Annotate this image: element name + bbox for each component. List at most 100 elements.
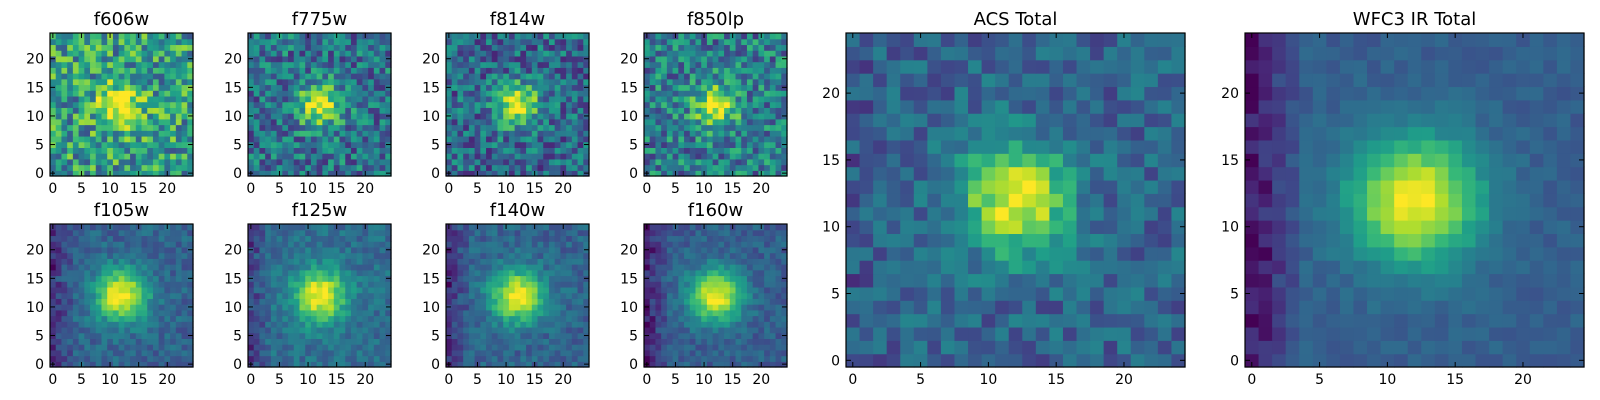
pixel-cell (769, 130, 777, 137)
pixel-cell (350, 90, 358, 97)
pixel-cell (95, 84, 103, 91)
pixel-cell (566, 349, 573, 357)
pixel-cell (741, 326, 748, 334)
pixel-cell (50, 90, 57, 97)
pixel-cell (299, 78, 306, 86)
pixel-cell (259, 135, 266, 143)
pixel-cell (316, 73, 323, 80)
pixel-cell (701, 113, 708, 120)
pixel-cell (61, 304, 68, 311)
pixel-cell (554, 315, 561, 322)
pixel-cell (118, 246, 125, 254)
pixel-cell (84, 170, 91, 177)
pixel-cell (480, 141, 487, 148)
pixel-cell (84, 158, 91, 166)
pixel-cell (543, 298, 550, 305)
pixel-cell (491, 153, 499, 160)
axes-frame (247, 32, 392, 177)
pixel-cell (508, 361, 516, 368)
pixel-cell (356, 241, 363, 248)
pixel-cell (61, 90, 68, 97)
pixel-cell (661, 95, 668, 103)
pixel-cell (107, 326, 114, 334)
pixel-cell (187, 135, 194, 143)
pixel-cell (265, 298, 272, 305)
pixel-cell (55, 361, 63, 368)
pixel-cell (124, 61, 131, 68)
pixel-cell (729, 90, 737, 97)
pixel-cell (305, 158, 312, 166)
pixel-cell (107, 235, 114, 242)
pixel-cell (746, 84, 754, 91)
pixel-cell (666, 55, 674, 63)
pixel-cell (328, 264, 335, 271)
pixel-cell (333, 124, 341, 131)
pixel-cell (543, 78, 550, 86)
pixel-cell (61, 118, 68, 126)
pixel-cell (695, 170, 702, 177)
pixel-cell (328, 118, 335, 126)
pixel-cell (282, 84, 289, 91)
pixel-cell (345, 50, 352, 57)
pixel-cell (752, 118, 759, 126)
pixel-cell (566, 135, 573, 143)
pixel-cell (373, 344, 381, 351)
pixel-cell (158, 130, 165, 137)
pixel-cell (187, 298, 194, 305)
pixel-cell (107, 90, 114, 97)
pixel-cell (712, 164, 719, 171)
pixel-cell (543, 67, 550, 74)
pixel-cell (520, 141, 527, 148)
pixel-cell (497, 50, 504, 57)
pixel-cell (649, 153, 657, 160)
pixel-cell (130, 246, 137, 254)
pixel-cell (769, 33, 777, 40)
pixel-cell (503, 292, 510, 299)
pixel-cell (678, 33, 685, 40)
pixel-cell (457, 135, 464, 143)
pixel-cell (735, 164, 742, 171)
pixel-cell (508, 349, 516, 357)
pixel-cell (107, 164, 114, 171)
pixel-cell (741, 38, 748, 46)
pixel-cell (474, 147, 481, 154)
pixel-cell (282, 264, 289, 271)
pixel-cell (328, 229, 335, 237)
pixel-cell (333, 252, 341, 259)
pixel-cell (61, 44, 68, 51)
pixel-cell (282, 275, 289, 282)
pixel-cell (520, 252, 527, 259)
pixel-cell (735, 349, 742, 357)
pixel-cell (170, 101, 177, 108)
pixel-cell (253, 326, 261, 334)
pixel-cell (170, 229, 177, 237)
pixel-cell (158, 147, 165, 154)
pixel-cell (672, 55, 679, 63)
pixel-cell (684, 61, 691, 68)
pixel-cell (729, 44, 737, 51)
pixel-cell (712, 84, 719, 91)
pixel-cell (491, 44, 499, 51)
pixel-cell (170, 38, 177, 46)
pixel-cell (305, 292, 312, 299)
pixel-cell (322, 153, 329, 160)
pixel-cell (181, 164, 188, 171)
pixel-cell (566, 164, 573, 171)
pixel-cell (270, 141, 278, 148)
pixel-cell (746, 130, 754, 137)
pixel-cell (187, 281, 194, 288)
pixel-cell (379, 101, 386, 108)
pixel-cell (571, 286, 579, 294)
pixel-cell (775, 304, 782, 311)
pixel-cell (508, 90, 516, 97)
pixel-cell (368, 292, 375, 299)
pixel-cell (288, 264, 295, 271)
pixel-cell (101, 84, 108, 91)
pixel-cell (310, 258, 318, 265)
pixel-cell (112, 153, 120, 160)
pixel-cell (253, 355, 261, 362)
pixel-cell (781, 118, 788, 126)
pixel-cell (50, 241, 57, 248)
pixel-cell (253, 101, 261, 108)
